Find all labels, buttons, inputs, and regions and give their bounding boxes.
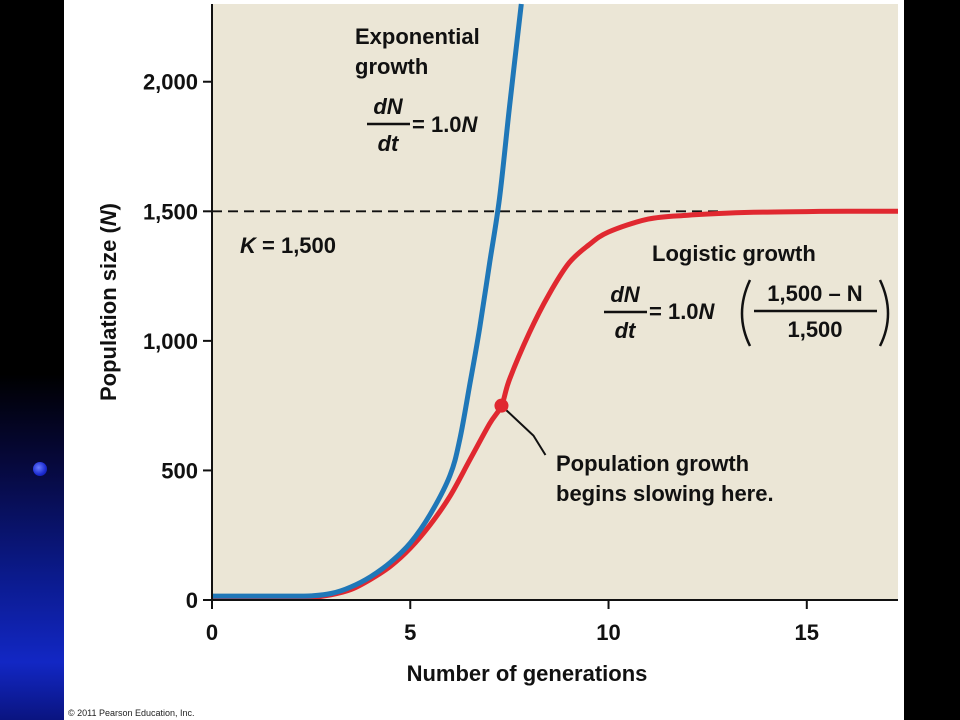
background-gradient xyxy=(0,0,64,720)
exponential-frac-bottom: dt xyxy=(378,131,400,156)
y-tick-label: 1,000 xyxy=(143,329,198,354)
exponential-equation-rhs: = 1.0N xyxy=(412,112,479,137)
exponential-frac-top: dN xyxy=(373,94,403,119)
x-tick-label: 5 xyxy=(404,620,416,645)
slowing-leader-line xyxy=(500,404,547,456)
logistic-right-paren xyxy=(878,279,890,347)
exponential-title-line-2: growth xyxy=(355,54,428,79)
marker-layer xyxy=(494,398,547,456)
logistic-frac-bottom: dt xyxy=(615,318,637,343)
plot-area xyxy=(212,4,898,600)
logistic-equation-rhs: = 1.0N xyxy=(649,299,716,324)
axes-layer xyxy=(211,4,898,601)
y-tick-label: 500 xyxy=(161,458,198,483)
copyright-text: © 2011 Pearson Education, Inc. xyxy=(68,708,195,718)
logistic-title: Logistic growth xyxy=(652,241,816,266)
x-tick-label: 0 xyxy=(206,620,218,645)
logistic-inner-bottom: 1,500 xyxy=(787,317,842,342)
series-line-exponential xyxy=(211,3,524,599)
y-tick-label: 0 xyxy=(186,588,198,613)
y-axis-title: Population size (N) xyxy=(96,203,121,401)
slide: 0 5 10 15 0 500 1,000 1,500 2,000 Population siz… xyxy=(64,0,904,720)
slowing-point-marker xyxy=(494,398,509,413)
logistic-inner-top: 1,500 – N xyxy=(767,281,862,306)
population-growth-chart: 0 5 10 15 0 500 1,000 1,500 2,000 Population siz… xyxy=(68,3,898,718)
y-tick-label: 2,000 xyxy=(143,70,198,95)
y-tick-label: 1,500 xyxy=(143,199,198,224)
slowing-annotation-line-2: begins slowing here. xyxy=(556,481,774,506)
ticks-layer: 0 5 10 15 0 500 1,000 1,500 2,000 xyxy=(143,70,819,645)
logistic-frac-top: dN xyxy=(610,282,640,307)
logistic-left-paren xyxy=(740,279,752,347)
slowing-annotation-line-1: Population growth xyxy=(556,451,749,476)
x-tick-label: 15 xyxy=(795,620,819,645)
background-bullet-icon xyxy=(33,462,47,476)
x-axis-title: Number of generations xyxy=(407,661,648,686)
x-tick-label: 10 xyxy=(596,620,620,645)
exponential-title-line-1: Exponential xyxy=(355,24,480,49)
carrying-capacity-label: K = 1,500 xyxy=(240,233,336,258)
